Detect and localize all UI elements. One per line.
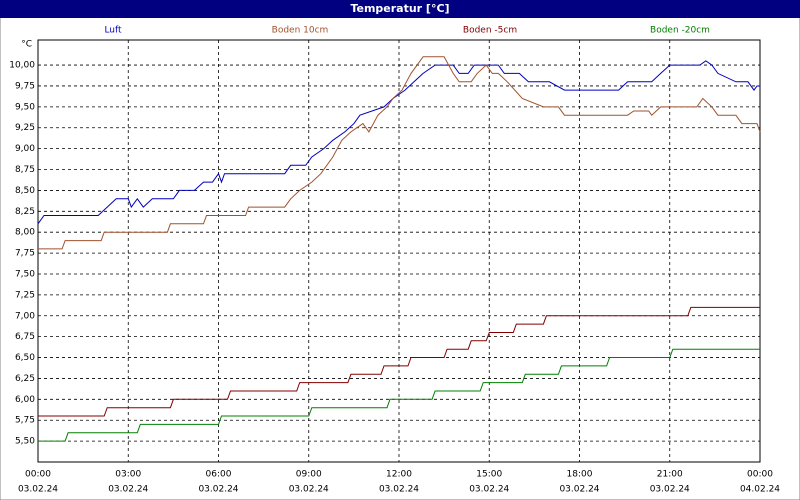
legend-entry: Boden 10cm xyxy=(272,26,329,36)
y-tick-label: 9,75 xyxy=(15,81,35,91)
x-tick-label: 00:00 xyxy=(25,470,51,480)
series-line xyxy=(38,56,761,250)
x-tick-date: 03.02.24 xyxy=(650,485,690,495)
x-tick-label: 12:00 xyxy=(386,470,412,480)
x-tick-label: 15:00 xyxy=(476,470,502,480)
plot-frame xyxy=(37,39,761,463)
y-tick-label: 8,00 xyxy=(15,228,35,238)
y-unit: °C xyxy=(21,40,32,50)
y-tick-label: 7,25 xyxy=(15,290,35,300)
y-tick-label: 6,75 xyxy=(15,332,35,342)
x-tick-label: 00:00 xyxy=(747,470,773,480)
y-tick-label: 6,50 xyxy=(15,353,35,363)
y-tick-label: 9,25 xyxy=(15,123,35,133)
y-tick-label: 6,25 xyxy=(15,374,35,384)
x-tick-date: 03.02.24 xyxy=(379,485,419,495)
x-tick-label: 03:00 xyxy=(115,470,141,480)
x-tick-date: 03.02.24 xyxy=(198,485,238,495)
x-tick-date: 03.02.24 xyxy=(18,485,58,495)
x-tick-date: 03.02.24 xyxy=(289,485,329,495)
x-tick-label: 09:00 xyxy=(296,470,322,480)
x-tick-date: 03.02.24 xyxy=(108,485,148,495)
y-tick-label: 8,50 xyxy=(15,186,35,196)
legend-entry: Luft xyxy=(104,26,122,36)
chart-title: Temperatur [°C] xyxy=(350,2,449,15)
y-tick-label: 8,75 xyxy=(15,165,35,175)
legend-entry: Boden -5cm xyxy=(463,26,517,36)
y-tick-label: 8,25 xyxy=(15,207,35,217)
x-tick-label: 18:00 xyxy=(567,470,593,480)
title-bar xyxy=(0,0,800,18)
series-line xyxy=(38,306,760,417)
x-tick-date: 03.02.24 xyxy=(559,485,599,495)
series-line xyxy=(38,348,760,442)
x-tick-date: 03.02.24 xyxy=(469,485,509,495)
x-tick-label: 06:00 xyxy=(206,470,232,480)
y-tick-label: 7,75 xyxy=(15,249,35,259)
x-tick-label: 21:00 xyxy=(657,470,683,480)
y-tick-label: 5,75 xyxy=(15,416,35,426)
legend-entry: Boden -20cm xyxy=(650,26,710,36)
y-tick-label: 9,50 xyxy=(15,102,35,112)
y-tick-label: 7,50 xyxy=(15,269,35,279)
x-tick-date: 04.02.24 xyxy=(740,485,780,495)
y-tick-label: 9,00 xyxy=(15,144,35,154)
y-tick-label: 6,00 xyxy=(15,395,35,405)
y-tick-label: 7,00 xyxy=(15,311,35,321)
y-tick-label: 5,50 xyxy=(15,437,35,447)
y-tick-label: 10,00 xyxy=(9,61,35,71)
